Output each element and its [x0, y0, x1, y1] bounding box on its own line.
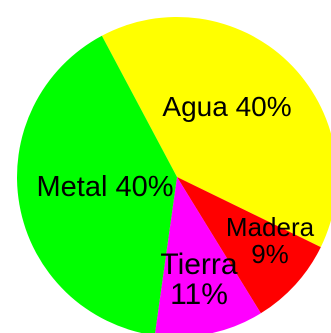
pie-slice-metal — [17, 35, 177, 333]
slice-label-tierra: Tierra 11% — [160, 248, 238, 311]
pie-slice-madera — [177, 177, 321, 314]
pie-slice-agua — [101, 17, 331, 248]
pie-slices — [17, 17, 331, 333]
pie-slice-tierra — [155, 177, 261, 333]
slice-label-madera: Madera 9% — [226, 212, 315, 269]
slice-label-agua: Agua 40% — [162, 91, 291, 122]
slice-label-metal: Metal 40% — [36, 171, 173, 203]
pie-labels: Agua 40% Madera 9%Tierra 11% Metal 40% — [36, 91, 314, 311]
